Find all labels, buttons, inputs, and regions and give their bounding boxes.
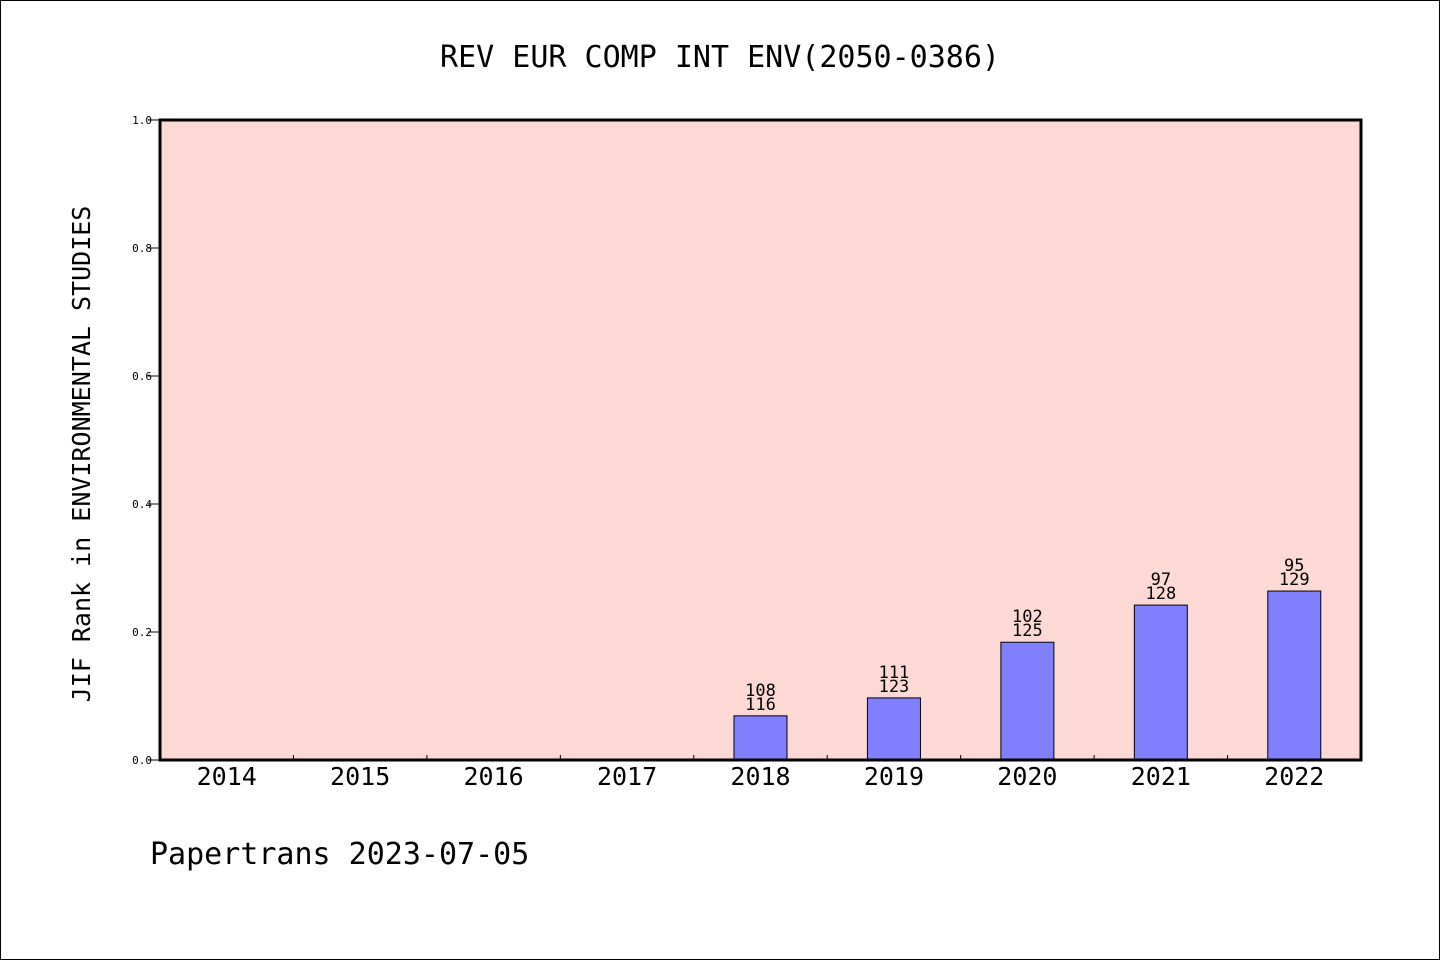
- bar-rank-label: 102: [1012, 607, 1043, 627]
- x-tick-label: 2021: [1131, 762, 1191, 791]
- bar: [1133, 604, 1188, 761]
- bar-rank-label: 108: [745, 681, 776, 701]
- y-tick-label: 0.8: [132, 242, 152, 255]
- bar: [866, 697, 921, 761]
- bar-total-label: 116: [745, 695, 776, 715]
- y-tick-label: 0.6: [132, 370, 152, 383]
- y-tick-label: 0.0: [132, 754, 152, 767]
- bar-rank-label: 97: [1151, 570, 1171, 590]
- bar-total-label: 128: [1145, 584, 1176, 604]
- footer-text: Papertrans 2023-07-05: [150, 837, 529, 872]
- bar-rank-label: 95: [1284, 556, 1304, 576]
- y-axis-label: JIF Rank in ENVIRONMENTAL STUDIES: [67, 206, 96, 703]
- bar-total-label: 129: [1279, 570, 1310, 590]
- x-tick-label: 2018: [730, 762, 790, 791]
- y-tick-label: 1.0: [132, 114, 152, 127]
- bar-total-label: 123: [879, 677, 910, 697]
- x-tick-label: 2014: [197, 762, 257, 791]
- bar: [1267, 590, 1322, 761]
- bar-total-label: 125: [1012, 621, 1043, 641]
- x-tick-label: 2020: [997, 762, 1057, 791]
- x-tick-label: 2022: [1264, 762, 1324, 791]
- plot-border: [158, 118, 1363, 762]
- y-tick-label: 0.2: [132, 626, 152, 639]
- bar-rank-label: 111: [879, 663, 910, 683]
- x-tick-label: 2019: [864, 762, 924, 791]
- x-tick-label: 2016: [464, 762, 524, 791]
- bar: [1000, 641, 1055, 761]
- x-tick-label: 2015: [330, 762, 390, 791]
- y-tick-label: 0.4: [132, 498, 152, 511]
- x-tick-label: 2017: [597, 762, 657, 791]
- chart-title: REV EUR COMP INT ENV(2050-0386): [440, 40, 1000, 75]
- bar: [733, 715, 788, 761]
